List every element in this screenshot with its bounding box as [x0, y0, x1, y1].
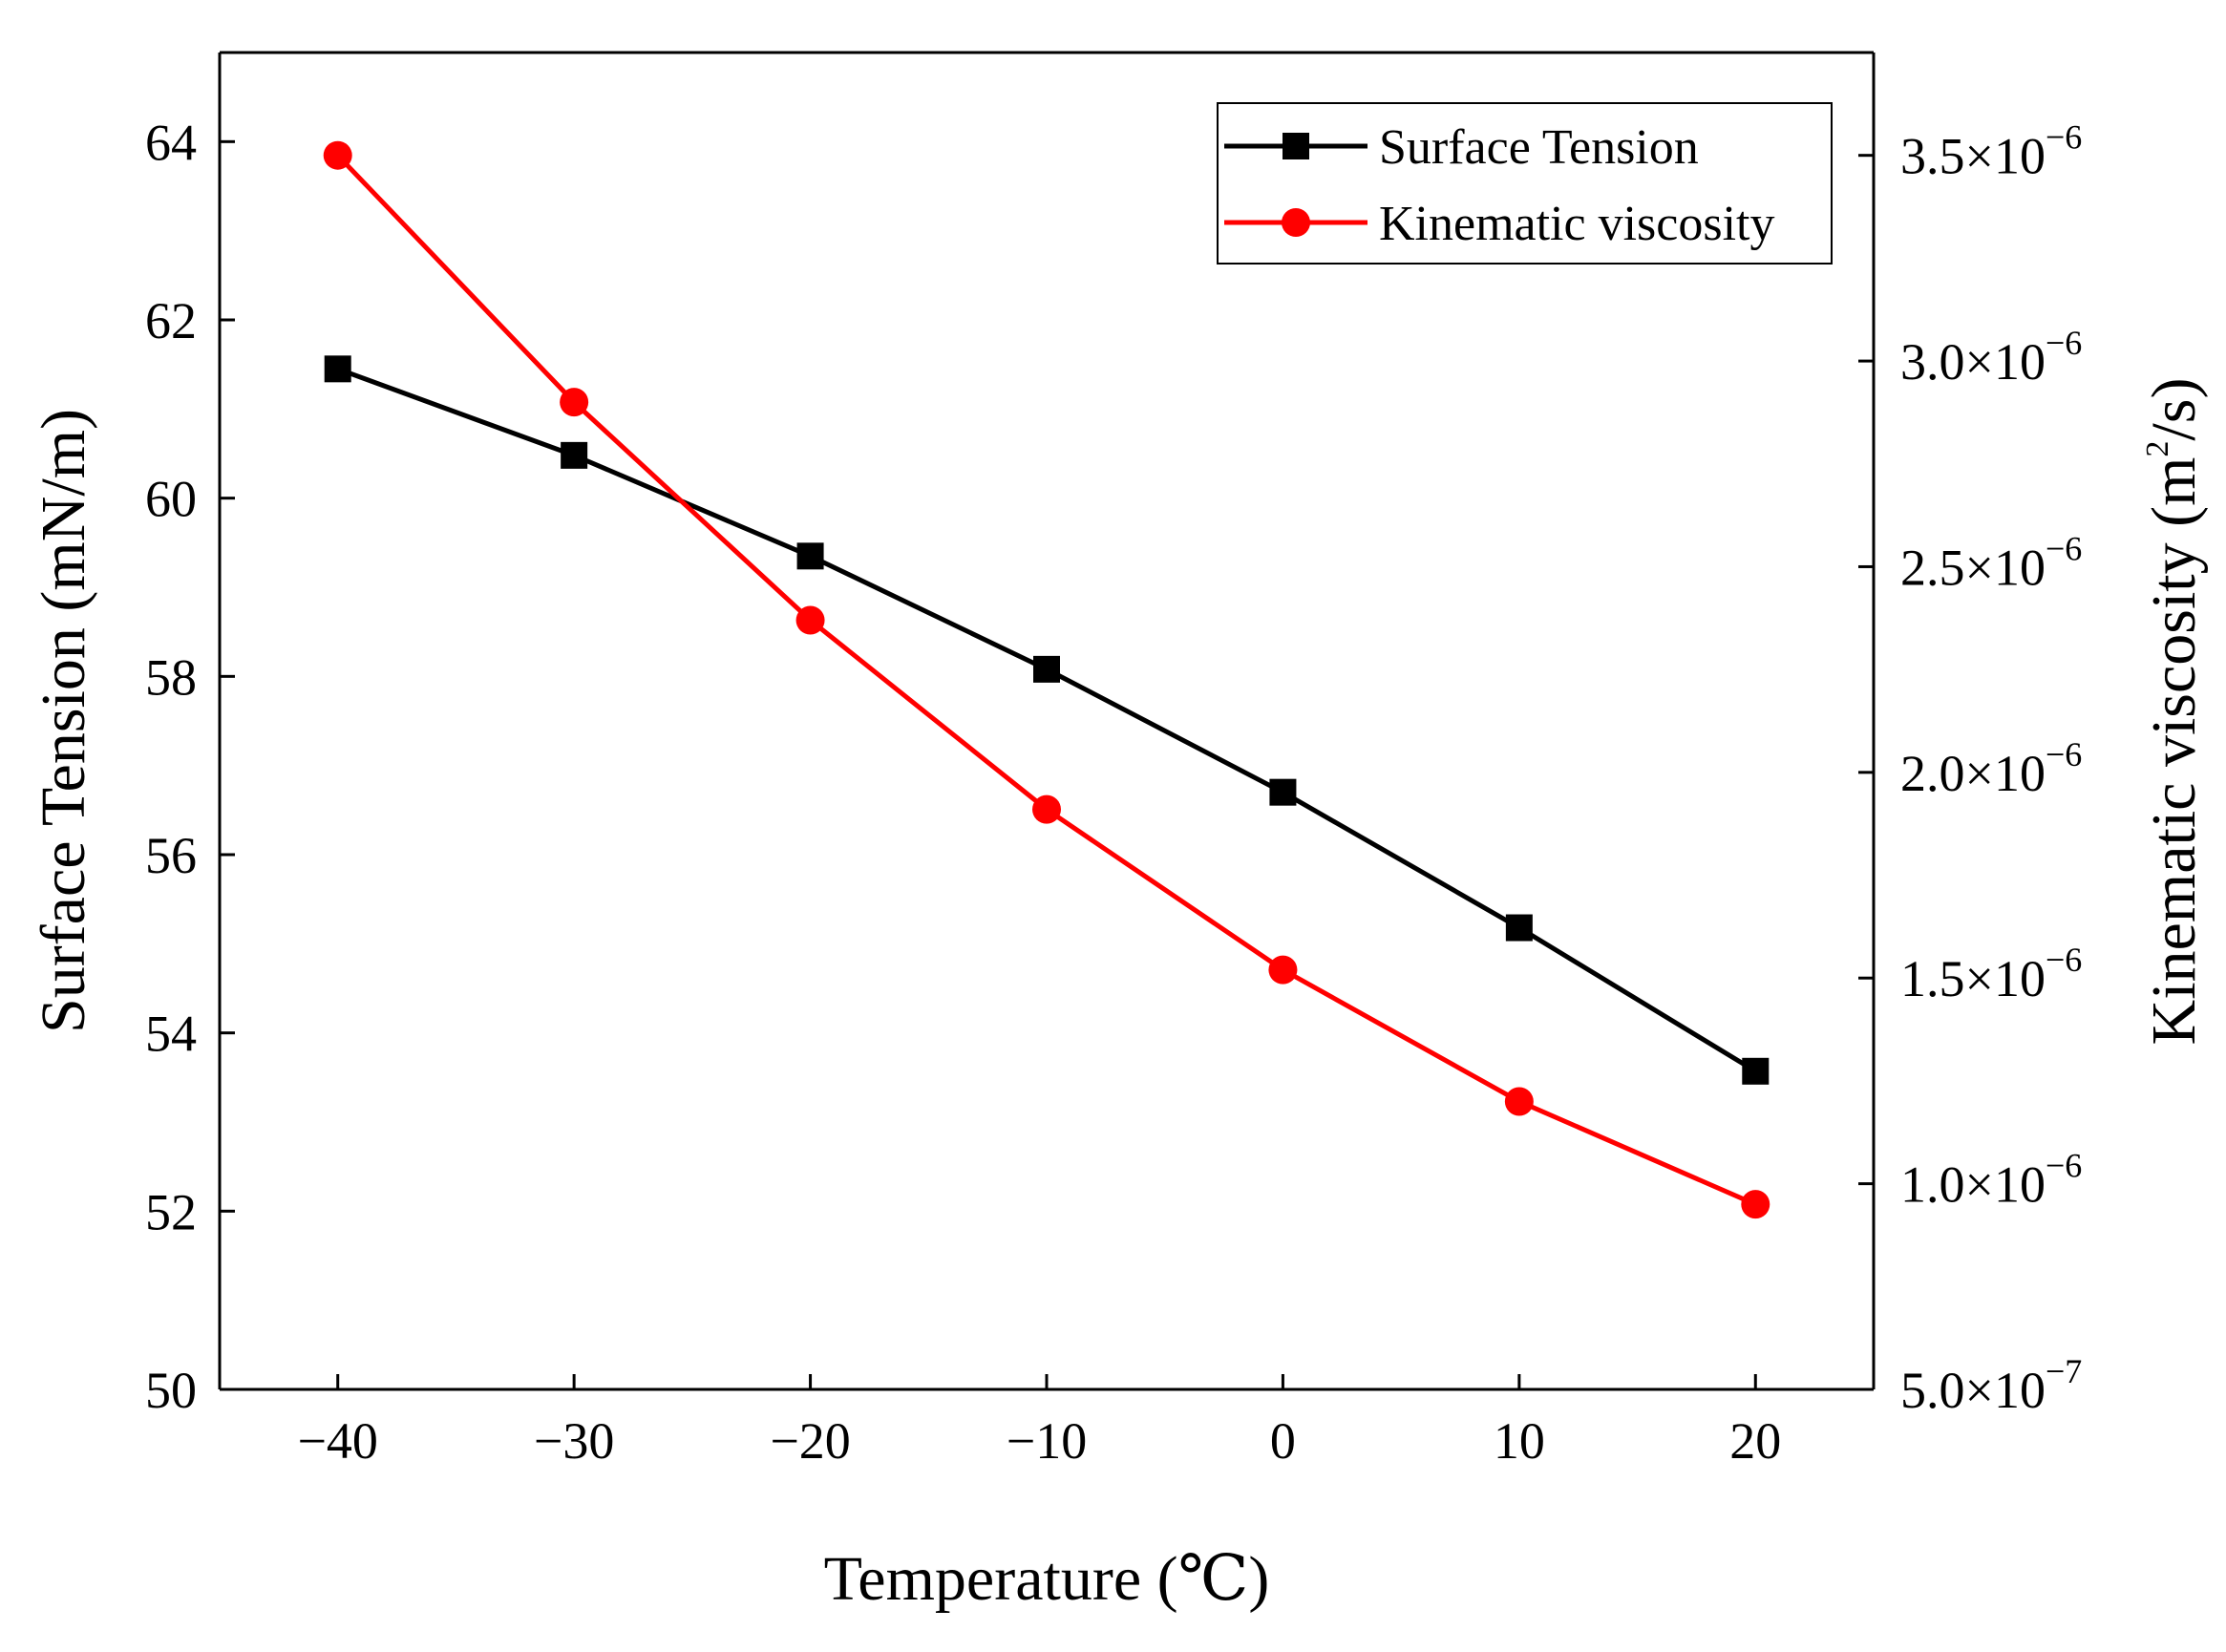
right-y-tick-mantissa: 5.0×10 [1900, 1362, 2046, 1419]
right-y-tick-exponent: −6 [2046, 1147, 2082, 1185]
data-point-kinematic-viscosity [1504, 1087, 1534, 1116]
left-axis-ticks: 50 52 54 56 58 60 62 64 [145, 114, 235, 1419]
left-y-tick-label: 50 [145, 1362, 197, 1419]
data-point-kinematic-viscosity [1741, 1190, 1770, 1219]
data-point-surface-tension [1742, 1057, 1770, 1085]
legend-marker-surface-tension [1283, 133, 1309, 159]
right-axis-ticks: 5.0×10−71.0×10−61.5×10−62.0×10−62.5×10−6… [1858, 118, 2082, 1419]
right-y-tick-label: 1.5×10−6 [1900, 941, 2082, 1007]
left-y-tick-label: 54 [145, 1006, 197, 1063]
right-y-tick-mantissa: 1.5×10 [1900, 950, 2046, 1007]
data-point-kinematic-viscosity [795, 605, 825, 635]
right-y-tick-label: 3.5×10−6 [1900, 118, 2082, 185]
right-y-tick-exponent: −7 [2046, 1352, 2082, 1390]
left-y-tick-label: 64 [145, 114, 197, 171]
x-axis-title: Temperature (℃) [824, 1544, 1270, 1614]
right-y-tick-exponent: −6 [2046, 941, 2082, 979]
right-y-tick-label: 2.5×10−6 [1900, 529, 2082, 596]
right-axis-title-sup: 2 [2140, 441, 2175, 457]
series-layer [323, 140, 1770, 1219]
x-tick-label: −40 [297, 1412, 377, 1470]
data-point-kinematic-viscosity [1032, 794, 1061, 824]
right-y-tick-label: 3.0×10−6 [1900, 324, 2082, 391]
data-point-surface-tension [561, 441, 588, 469]
legend-marker-kinematic-viscosity [1282, 208, 1310, 237]
data-point-surface-tension [796, 542, 824, 570]
right-y-tick-exponent: −6 [2046, 118, 2082, 157]
right-y-tick-mantissa: 1.0×10 [1900, 1156, 2046, 1214]
right-y-tick-label: 5.0×10−7 [1900, 1352, 2082, 1419]
right-axis-title-end: /s) [2139, 378, 2209, 441]
right-axis-title-main: Kinematic viscosity (m [2139, 457, 2209, 1046]
x-tick-label: 20 [1729, 1412, 1781, 1470]
data-point-kinematic-viscosity [323, 140, 352, 170]
left-y-tick-label: 56 [145, 827, 197, 884]
data-point-kinematic-viscosity [560, 388, 589, 417]
left-y-tick-label: 60 [145, 471, 197, 528]
x-tick-label: −20 [770, 1412, 850, 1470]
right-y-tick-mantissa: 3.0×10 [1900, 333, 2046, 391]
right-y-tick-label: 2.0×10−6 [1900, 735, 2082, 802]
right-axis-title: Kinematic viscosity (m2/s) [2139, 378, 2209, 1046]
legend-box [1217, 102, 1833, 265]
data-point-surface-tension [1505, 914, 1533, 942]
series-line-surface-tension [336, 366, 1757, 1073]
right-y-tick-mantissa: 2.0×10 [1900, 745, 2046, 802]
x-tick-label: 10 [1494, 1412, 1545, 1470]
x-tick-label: −10 [1007, 1412, 1087, 1470]
right-y-tick-label: 1.0×10−6 [1900, 1147, 2082, 1214]
data-point-surface-tension [1269, 778, 1297, 806]
x-axis-ticks: −40 −30 −20 −10 0 10 20 [297, 1374, 1781, 1470]
x-tick-label: −30 [534, 1412, 614, 1470]
data-point-kinematic-viscosity [1268, 955, 1298, 985]
left-y-tick-label: 52 [145, 1183, 197, 1240]
x-tick-label: 0 [1270, 1412, 1296, 1470]
right-y-tick-mantissa: 2.5×10 [1900, 539, 2046, 596]
left-y-tick-label: 62 [145, 292, 197, 349]
right-y-tick-exponent: −6 [2046, 529, 2082, 567]
right-y-tick-exponent: −6 [2046, 324, 2082, 362]
data-point-surface-tension [1033, 655, 1060, 683]
right-y-tick-mantissa: 3.5×10 [1900, 128, 2046, 185]
left-axis-title: Surface Tension (mN/m) [29, 409, 98, 1033]
legend-label-kinematic-viscosity: Kinematic viscosity [1379, 197, 1774, 251]
left-y-tick-label: 58 [145, 648, 197, 706]
right-y-tick-exponent: −6 [2046, 735, 2082, 773]
legend: Surface Tension Kinematic viscosity [1217, 102, 1833, 265]
data-point-surface-tension [324, 355, 351, 383]
legend-label-surface-tension: Surface Tension [1379, 120, 1699, 175]
